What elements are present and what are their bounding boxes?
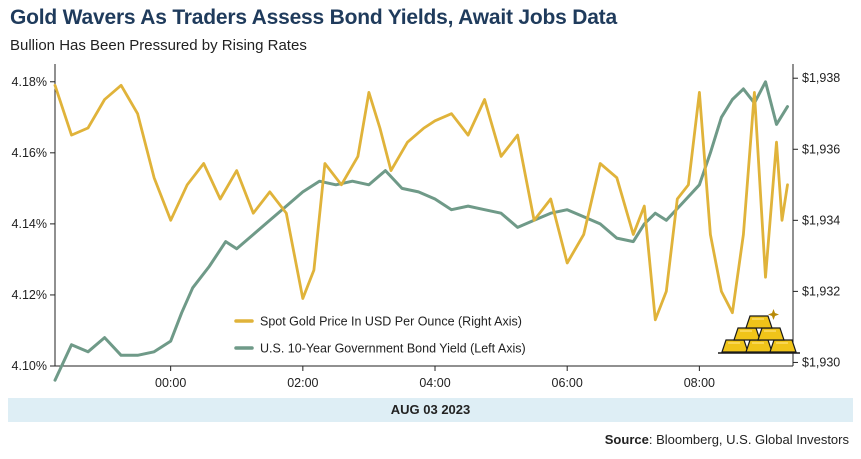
source-text: : Bloomberg, U.S. Global Investors bbox=[648, 432, 849, 447]
x-tick-label: 04:00 bbox=[419, 376, 450, 390]
date-label: AUG 03 2023 bbox=[390, 402, 471, 417]
right-tick-label: $1,936 bbox=[802, 142, 840, 156]
left-tick-label: 4.14% bbox=[12, 217, 47, 231]
chart-subtitle: Bullion Has Been Pressured by Rising Rat… bbox=[10, 37, 307, 54]
gold-bar bbox=[757, 327, 785, 341]
legend-label: Spot Gold Price In USD Per Ounce (Right … bbox=[260, 315, 522, 329]
gold-bar bbox=[745, 339, 773, 353]
source-label: Source bbox=[604, 432, 649, 447]
x-tick-label: 02:00 bbox=[287, 376, 318, 390]
left-tick-label: 4.12% bbox=[12, 288, 47, 302]
series-layer bbox=[53, 80, 789, 382]
right-tick-label: $1,932 bbox=[802, 284, 840, 298]
gold-bars-icon bbox=[718, 309, 800, 354]
axes-layer: 4.10% 4.12% 4.14% 4.16% 4.18% $1,930 $1,932 $1,… bbox=[12, 64, 840, 390]
chart-title: Gold Wavers As Traders Assess Bond Yield… bbox=[10, 6, 617, 29]
right-tick-label: $1,938 bbox=[802, 71, 840, 85]
right-tick-label: $1,930 bbox=[802, 355, 840, 369]
left-tick-label: 4.16% bbox=[12, 146, 47, 160]
x-tick-label: 00:00 bbox=[155, 376, 186, 390]
x-tick-label: 08:00 bbox=[684, 376, 715, 390]
right-tick-label: $1,934 bbox=[802, 213, 840, 227]
source-note: Source: Bloomberg, U.S. Global Investors bbox=[605, 432, 849, 447]
gold-bar bbox=[745, 315, 773, 329]
series-line-bond-yield bbox=[53, 80, 789, 382]
date-band: AUG 03 2023 bbox=[8, 398, 853, 422]
line-chart: 4.10% 4.12% 4.14% 4.16% 4.18% $1,930 $1,932 $1,… bbox=[12, 64, 840, 390]
sparkle-icon bbox=[768, 309, 779, 320]
left-tick-label: 4.10% bbox=[12, 359, 47, 373]
gold-bar bbox=[733, 327, 761, 341]
legend-layer: Spot Gold Price In USD Per Ounce (Right … bbox=[234, 315, 526, 356]
left-tick-label: 4.18% bbox=[12, 75, 47, 89]
legend-label: U.S. 10-Year Government Bond Yield (Left… bbox=[260, 342, 526, 356]
series-line-gold-price bbox=[53, 83, 789, 322]
gold-bar bbox=[769, 339, 797, 353]
x-tick-label: 06:00 bbox=[552, 376, 583, 390]
gold-bar bbox=[721, 339, 749, 353]
